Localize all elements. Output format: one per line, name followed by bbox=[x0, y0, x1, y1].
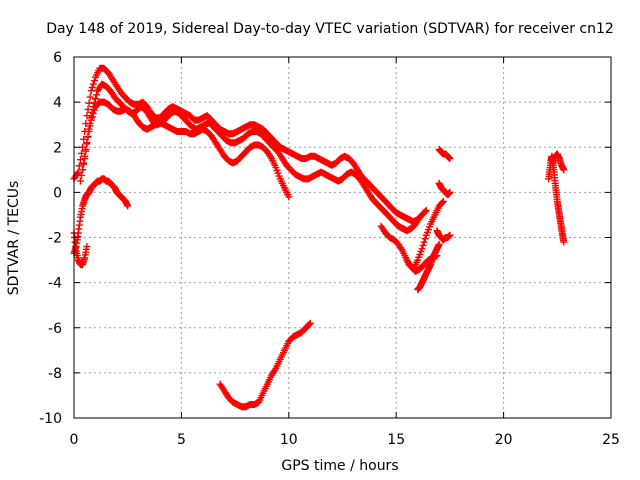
y-tick-label: -8 bbox=[48, 366, 62, 382]
data-point bbox=[88, 83, 96, 91]
data-point bbox=[83, 112, 91, 120]
series-track-b bbox=[76, 80, 424, 235]
data-point bbox=[560, 238, 568, 246]
data-point bbox=[84, 105, 92, 113]
data-point bbox=[421, 235, 429, 243]
data-point bbox=[446, 231, 454, 239]
data-point bbox=[124, 202, 132, 210]
x-tick-label: 10 bbox=[280, 432, 298, 448]
x-tick-label: 0 bbox=[70, 432, 79, 448]
series-track-f bbox=[216, 319, 314, 411]
data-point bbox=[438, 199, 446, 207]
data-point bbox=[80, 135, 88, 143]
data-point bbox=[446, 155, 454, 163]
x-axis-label: GPS time / hours bbox=[281, 458, 398, 474]
y-tick-label: 2 bbox=[53, 140, 62, 156]
data-point bbox=[89, 80, 97, 88]
data-point bbox=[83, 243, 91, 251]
data-point bbox=[446, 188, 454, 196]
data-point bbox=[416, 213, 424, 221]
data-point bbox=[305, 320, 313, 328]
data-point bbox=[80, 159, 88, 167]
y-tick-label: 0 bbox=[53, 185, 62, 201]
data-point bbox=[420, 238, 428, 246]
data-point bbox=[418, 245, 426, 253]
data-point bbox=[83, 139, 91, 147]
data-point bbox=[76, 177, 84, 185]
series-track-d bbox=[70, 175, 132, 257]
data-point bbox=[421, 208, 429, 216]
data-point bbox=[93, 91, 101, 99]
y-tick-label: -10 bbox=[39, 411, 62, 427]
data-point bbox=[76, 156, 84, 164]
data-point bbox=[82, 146, 90, 154]
data-point bbox=[419, 241, 427, 249]
x-tick-label: 25 bbox=[602, 432, 620, 448]
data-point bbox=[560, 166, 568, 174]
series-track-j bbox=[435, 146, 454, 163]
grid bbox=[74, 57, 611, 418]
data-point bbox=[90, 77, 98, 85]
series-track-h bbox=[401, 197, 447, 273]
data-point bbox=[91, 95, 99, 103]
series-track-n bbox=[549, 150, 568, 174]
data-point bbox=[435, 240, 443, 248]
x-tick-label: 20 bbox=[495, 432, 513, 448]
data-point bbox=[86, 93, 94, 101]
chart-title: Day 148 of 2019, Sidereal Day-to-day VTE… bbox=[46, 21, 614, 37]
y-tick-label: 4 bbox=[53, 95, 62, 111]
series-track-e bbox=[70, 229, 91, 269]
data-point bbox=[87, 87, 95, 95]
y-tick-label: -6 bbox=[48, 321, 62, 337]
series-track-i bbox=[414, 240, 443, 293]
data-point bbox=[90, 106, 98, 114]
y-axis-label: SDTVAR / TECUs bbox=[6, 181, 22, 296]
y-tick-label: -2 bbox=[48, 231, 62, 247]
data-point bbox=[86, 122, 94, 130]
data-point bbox=[439, 197, 447, 205]
data-point bbox=[422, 206, 430, 214]
series-track-l bbox=[433, 227, 454, 244]
data-point bbox=[306, 319, 314, 327]
series-track-c bbox=[79, 98, 293, 201]
data-point bbox=[79, 166, 87, 174]
data-point bbox=[85, 127, 93, 135]
y-tick-label: 6 bbox=[53, 50, 62, 66]
data-point bbox=[75, 162, 83, 170]
series-track-k bbox=[435, 179, 454, 199]
data-point bbox=[78, 171, 86, 179]
y-tick-label: -4 bbox=[48, 276, 62, 292]
data-point bbox=[89, 109, 97, 117]
data-point bbox=[74, 168, 82, 176]
x-tick-label: 15 bbox=[387, 432, 405, 448]
data-point bbox=[285, 193, 293, 201]
axes: 0 5 10 15 20 25 -10 -8 -6 -4 -2 0 2 4 6 bbox=[39, 50, 620, 448]
data-point bbox=[87, 116, 95, 124]
x-tick-label: 5 bbox=[177, 432, 186, 448]
data-point bbox=[81, 152, 89, 160]
data-point bbox=[88, 113, 96, 121]
data-point bbox=[84, 133, 92, 141]
data-points bbox=[70, 64, 568, 411]
